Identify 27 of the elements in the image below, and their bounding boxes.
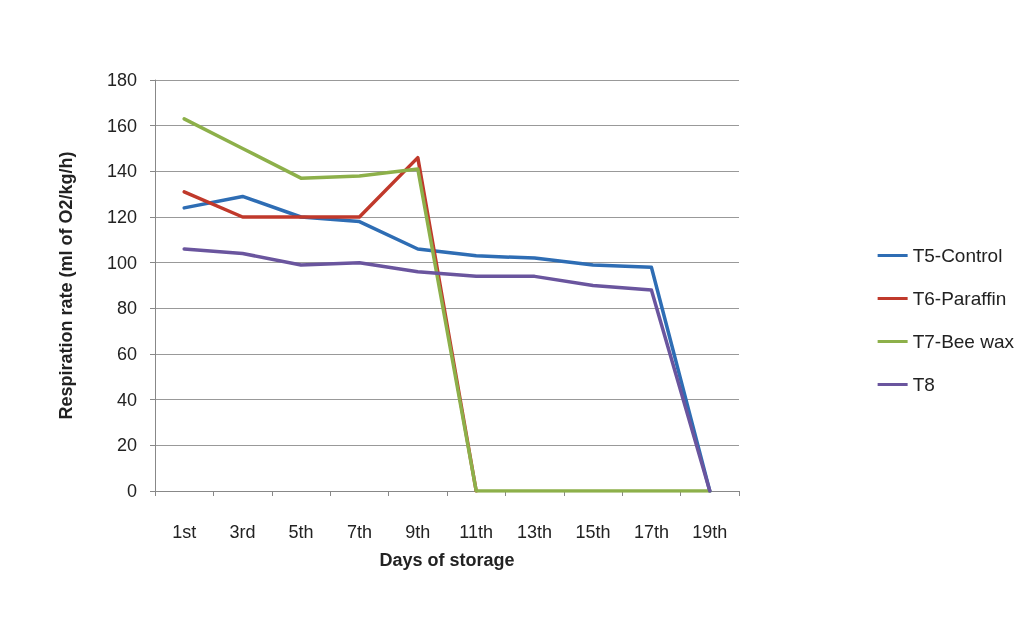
x-tick-label: 9th	[405, 522, 431, 542]
x-tick-label: 3rd	[229, 522, 256, 542]
legend-label: T5-Control	[912, 245, 1003, 266]
y-axis-title: Respiration rate (ml of O2/kg/h)	[56, 151, 76, 420]
x-tick-label: 15th	[575, 522, 611, 542]
y-tick-label: 0	[126, 481, 137, 501]
y-tick-label: 80	[116, 298, 137, 319]
y-tick-label: 40	[116, 389, 137, 410]
y-tick-label: 120	[106, 207, 137, 227]
x-tick-label: 11th	[459, 522, 494, 542]
y-tick-label: 140	[106, 161, 137, 182]
line-series	[182, 247, 712, 493]
x-axis-title: Days of storage	[379, 550, 515, 570]
x-tick-label: 19th	[692, 522, 728, 542]
x-tick-label: 17th	[633, 522, 669, 542]
legend-label: T7-Bee wax	[912, 331, 1015, 352]
legend-label: T8	[912, 374, 935, 395]
y-tick-label: 100	[106, 252, 137, 273]
y-tick-label: 20	[116, 435, 137, 456]
x-tick-label: 1st	[172, 522, 197, 542]
x-tick-label: 7th	[346, 522, 372, 542]
x-tick-label: 13th	[517, 522, 553, 542]
legend-label: T6-Paraffin	[912, 288, 1007, 309]
y-tick-label: 60	[116, 344, 137, 364]
x-tick-label: 5th	[288, 522, 314, 542]
y-tick-label: 180	[106, 70, 137, 90]
y-tick-label: 160	[106, 115, 137, 136]
